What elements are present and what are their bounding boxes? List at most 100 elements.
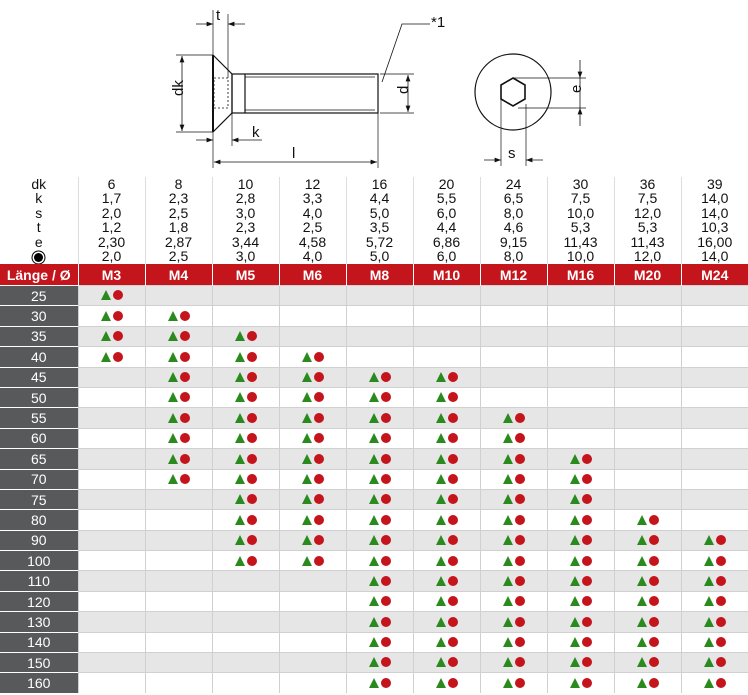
table-row: 65 xyxy=(0,448,748,470)
triangle-icon xyxy=(502,494,513,505)
availability-cell xyxy=(680,346,748,368)
availability-cell xyxy=(546,284,614,306)
availability-cell xyxy=(77,570,145,592)
dot-icon xyxy=(447,494,458,505)
dot-icon xyxy=(179,310,190,321)
dimension-value: 8 xyxy=(144,177,212,192)
table-row: 110 xyxy=(0,570,748,592)
dimension-value: 36 xyxy=(613,177,681,192)
length-label: 100 xyxy=(0,550,78,571)
dimension-row: t 1,2 1,8 2,3 2,5 3,5 4,4 4,6 5,3 5,3 10,3 xyxy=(0,220,748,235)
availability-cell xyxy=(345,570,413,592)
dot-icon xyxy=(380,433,391,444)
availability-cell xyxy=(211,488,279,510)
length-label: 25 xyxy=(0,284,78,306)
length-label: 130 xyxy=(0,611,78,633)
availability-cell xyxy=(613,366,681,388)
dimension-and-availability-table: dk 6 8 10 12 16 20 24 30 36 39 k 1,7 2,3 2,8 3,3 4,4 5,5 6… xyxy=(0,177,748,693)
dot-icon xyxy=(447,392,458,403)
availability-cell xyxy=(278,468,346,490)
dimension-value: 11,43 xyxy=(613,235,681,250)
dimension-value: 16 xyxy=(345,177,413,192)
dot-icon xyxy=(581,494,592,505)
table-row: 25 xyxy=(0,284,748,306)
dimension-label: e xyxy=(34,235,43,250)
triangle-icon xyxy=(435,555,446,566)
dot-icon xyxy=(514,494,525,505)
table-row: 130 xyxy=(0,611,748,633)
triangle-icon xyxy=(167,412,178,423)
dimension-value: 20 xyxy=(412,177,480,192)
dimension-value: 6,0 xyxy=(412,249,480,264)
triangle-icon xyxy=(100,290,111,301)
availability-cell xyxy=(278,407,346,429)
availability-cell xyxy=(345,631,413,653)
dot-icon xyxy=(246,331,257,342)
availability-cell xyxy=(211,284,279,306)
dimension-value: 14,0 xyxy=(680,191,748,206)
availability-cell xyxy=(345,468,413,490)
triangle-icon xyxy=(569,473,580,484)
availability-cell xyxy=(613,386,681,408)
triangle-icon xyxy=(435,616,446,627)
dimension-value: 2,0 xyxy=(77,249,145,264)
dot-icon xyxy=(447,412,458,423)
dot-icon xyxy=(648,514,659,525)
dot-icon xyxy=(715,575,726,586)
dot-icon xyxy=(313,392,324,403)
availability-cell xyxy=(345,590,413,612)
triangle-icon xyxy=(569,677,580,688)
dimension-value: 2,30 xyxy=(77,235,145,250)
triangle-icon xyxy=(636,677,647,688)
label-note: *1 xyxy=(431,14,445,31)
dot-icon xyxy=(581,514,592,525)
triangle-icon xyxy=(234,555,245,566)
dot-icon xyxy=(715,596,726,607)
dimension-value: 9,15 xyxy=(479,235,547,250)
triangle-icon xyxy=(368,555,379,566)
availability-cell xyxy=(546,325,614,347)
availability-cell xyxy=(680,386,748,408)
length-label: 110 xyxy=(0,570,78,592)
availability-cell xyxy=(77,509,145,531)
triangle-icon xyxy=(368,473,379,484)
availability-cell xyxy=(680,284,748,306)
availability-cell xyxy=(211,305,279,327)
dot-icon xyxy=(380,555,391,566)
dot-icon xyxy=(179,433,190,444)
triangle-icon xyxy=(368,677,379,688)
dimension-value: 1,2 xyxy=(77,220,145,235)
dimension-value: 2,5 xyxy=(144,249,212,264)
availability-cell xyxy=(680,509,748,531)
dot-icon xyxy=(246,392,257,403)
triangle-icon xyxy=(234,473,245,484)
availability-cell xyxy=(345,305,413,327)
dimension-value: 5,3 xyxy=(546,220,614,235)
availability-cell xyxy=(479,427,547,449)
dot-icon xyxy=(581,575,592,586)
dot-icon xyxy=(447,473,458,484)
triangle-icon xyxy=(301,535,312,546)
triangle-icon xyxy=(167,310,178,321)
triangle-icon xyxy=(502,473,513,484)
availability-cell xyxy=(211,366,279,388)
dimension-value: 10 xyxy=(211,177,279,192)
availability-cell xyxy=(211,346,279,368)
dot-icon xyxy=(447,677,458,688)
triangle-icon xyxy=(368,392,379,403)
availability-cell xyxy=(613,468,681,490)
triangle-icon xyxy=(636,514,647,525)
dimension-row: dk 6 8 10 12 16 20 24 30 36 39 xyxy=(0,177,748,192)
availability-cell xyxy=(278,529,346,551)
dot-icon xyxy=(514,433,525,444)
triangle-icon xyxy=(703,575,714,586)
dimension-value: 3,5 xyxy=(345,220,413,235)
availability-cell xyxy=(412,386,480,408)
dot-icon xyxy=(447,453,458,464)
triangle-icon xyxy=(301,494,312,505)
availability-cell xyxy=(345,550,413,571)
dimension-value: 7,5 xyxy=(546,191,614,206)
availability-cell xyxy=(479,488,547,510)
availability-cell xyxy=(144,468,212,490)
availability-cell xyxy=(412,631,480,653)
